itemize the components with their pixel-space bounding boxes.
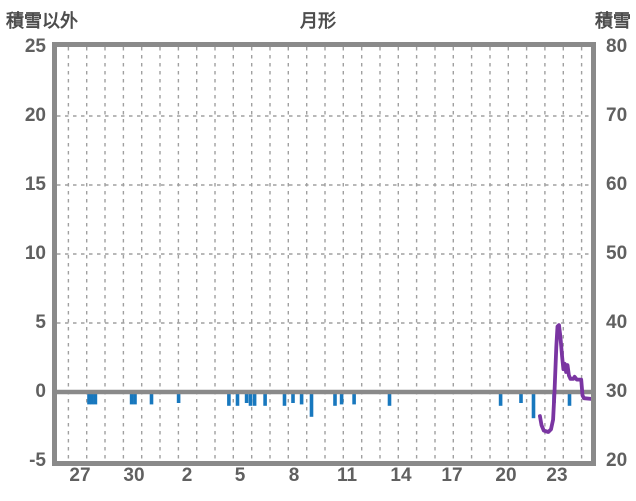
left-axis-tick: 20 [24, 105, 46, 126]
x-axis-tick: 27 [69, 465, 91, 486]
x-axis-tick: 2 [181, 465, 193, 486]
left-axis-tick: 5 [35, 312, 46, 333]
y-gridlines [57, 115, 591, 324]
left-axis-tick: 0 [35, 381, 46, 402]
x-axis-tick: 14 [390, 465, 412, 486]
x-axis-tick: 23 [546, 465, 568, 486]
left-axis-tick: 15 [24, 174, 46, 195]
right-axis-tick: 40 [606, 312, 628, 333]
right-axis-tick: 60 [606, 174, 628, 195]
right-axis-tick: 30 [606, 381, 628, 402]
snow-depth-line [538, 323, 593, 434]
x-axis-tick: 17 [441, 465, 463, 486]
right-axis-tick: 80 [606, 36, 628, 57]
x-axis-tick: 8 [288, 465, 300, 486]
right-axis-tick: 20 [606, 450, 628, 471]
left-axis-title: 積雪以外 [6, 11, 78, 31]
x-axis-tick: 11 [336, 465, 358, 486]
right-axis-tick: 50 [606, 243, 628, 264]
left-axis-tick: 10 [24, 243, 46, 264]
plot-frame [52, 42, 596, 466]
x-axis-tick: 30 [123, 465, 145, 486]
left-axis-tick: 25 [24, 36, 46, 57]
precip-bars [87, 392, 572, 419]
x-axis-tick: 5 [234, 465, 246, 486]
chart-title: 月形 [300, 11, 336, 31]
right-axis-title: 積雪 [595, 11, 631, 31]
left-axis-tick: -5 [29, 450, 46, 471]
x-axis-tick: 20 [495, 465, 517, 486]
right-axis-tick: 70 [606, 105, 628, 126]
